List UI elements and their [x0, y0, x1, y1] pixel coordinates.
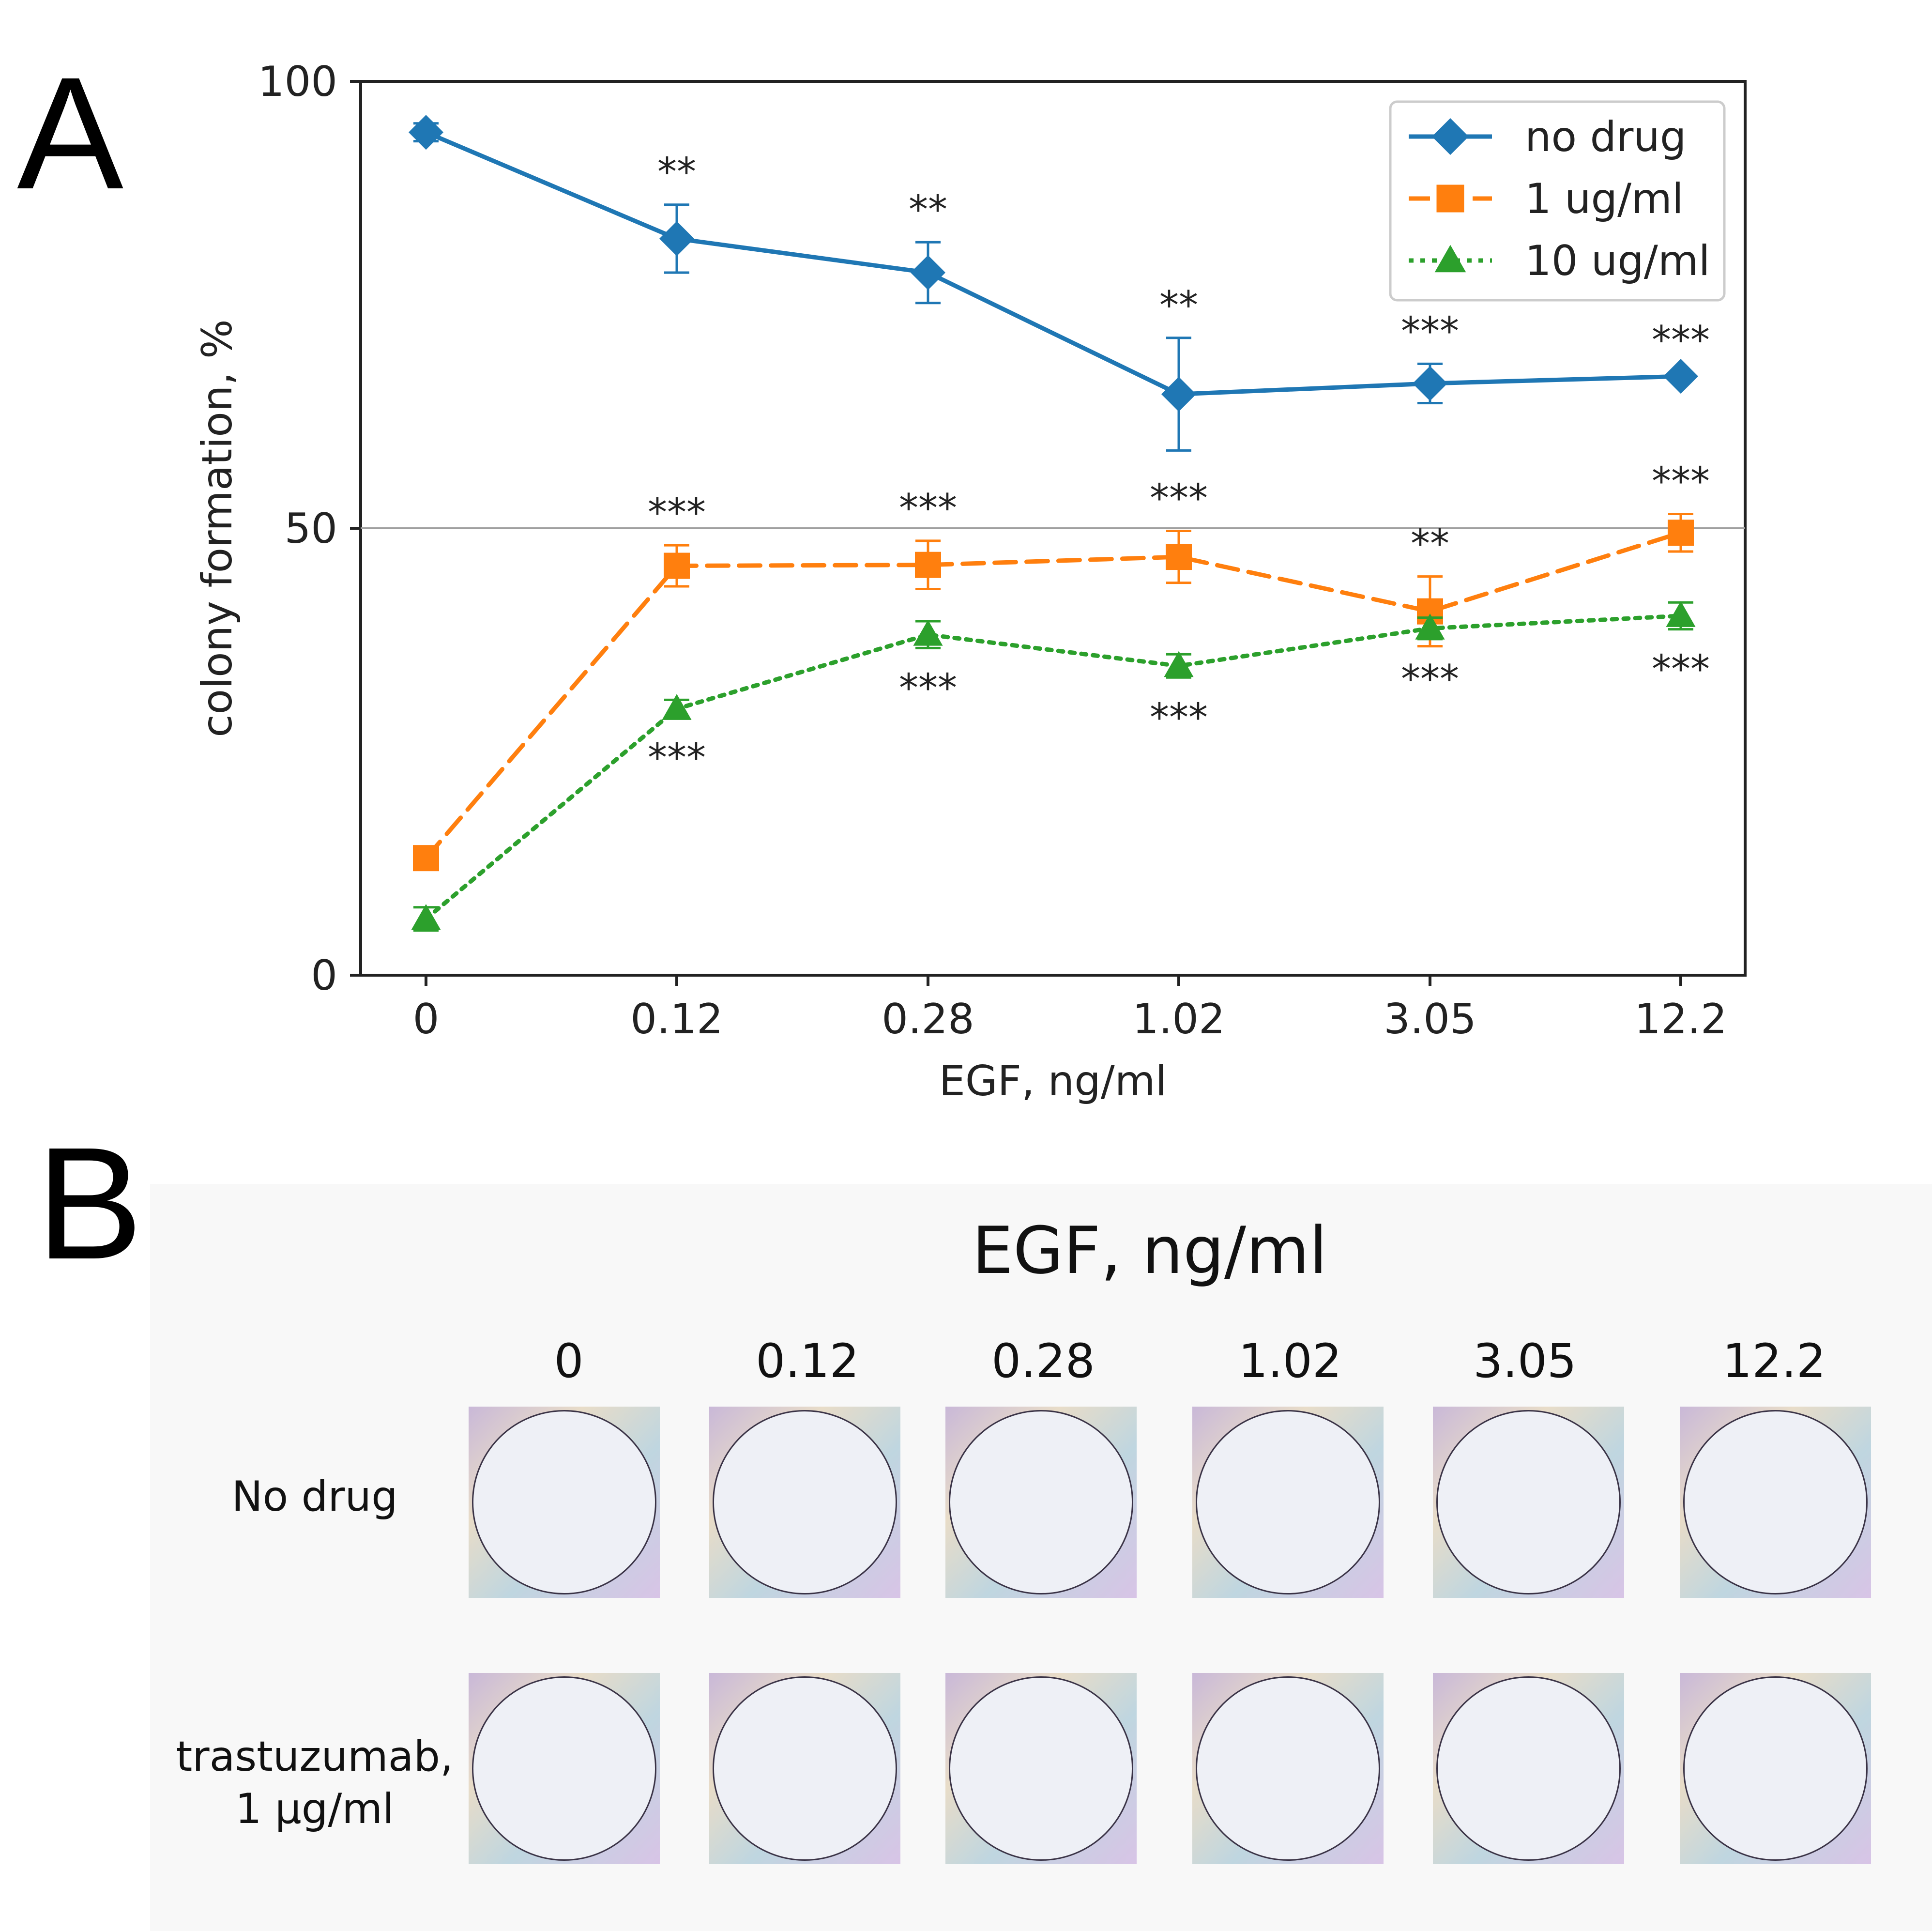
data-point	[915, 552, 941, 578]
significance-label: **	[657, 150, 696, 195]
data-point	[662, 694, 692, 720]
data-point	[413, 845, 439, 872]
panel-label-b: B	[36, 1114, 143, 1292]
legend-marker	[1432, 118, 1469, 155]
data-point	[913, 620, 943, 646]
column-header: 0	[554, 1334, 584, 1388]
x-axis-label: EGF, ng/ml	[939, 1057, 1167, 1105]
series-no-drug: ********* ***	[409, 115, 1710, 452]
significance-label: ***	[899, 665, 957, 710]
row-label-line: trastuzumab,	[176, 1732, 454, 1781]
x-tick-label: 3.05	[1384, 995, 1476, 1043]
significance-label: ***	[899, 486, 957, 531]
data-point	[1166, 544, 1192, 570]
colony-well-image	[709, 1407, 900, 1598]
row-label-line: No drug	[231, 1472, 398, 1521]
data-point	[1415, 613, 1445, 640]
data-point	[664, 552, 690, 579]
data-point	[1413, 366, 1447, 401]
y-tick-label: 100	[258, 58, 337, 106]
legend-box	[1389, 100, 1726, 302]
significance-label: ***	[1652, 318, 1710, 363]
significance-label: **	[1411, 521, 1449, 567]
significance-label: ***	[1401, 657, 1459, 702]
colony-well-image	[945, 1407, 1137, 1598]
line-chart: 0 50 100 0 0.12 0.28 1.02 3.05 12.2 EGF, ng/ml col…	[193, 58, 1747, 1105]
significance-label: **	[1159, 283, 1198, 328]
series-1-ug-ml: *** *** ********	[413, 459, 1710, 872]
x-tick-label: 12.2	[1634, 995, 1727, 1043]
row-label-line: 1 µg/ml	[235, 1784, 394, 1833]
data-point	[659, 221, 694, 256]
x-tick-label: 0.28	[882, 995, 974, 1043]
column-header: 12.2	[1722, 1334, 1826, 1388]
legend: no drug 1 ug/ml 10 ug/ml	[1389, 100, 1726, 302]
data-point	[411, 904, 441, 930]
y-tick-label: 50	[285, 505, 337, 553]
colony-well-image	[1680, 1407, 1871, 1598]
colony-well-image	[1680, 1673, 1871, 1864]
significance-label: ***	[1401, 308, 1459, 353]
data-point	[409, 115, 443, 150]
column-header: 3.05	[1473, 1334, 1577, 1388]
panel-label-a: A	[17, 44, 124, 222]
column-header: 1.02	[1238, 1334, 1342, 1388]
legend-marker	[1436, 184, 1464, 213]
x-tick-label: 0.12	[630, 995, 723, 1043]
significance-label: ***	[1150, 695, 1208, 740]
row-label-no-drug: No drug	[160, 1471, 470, 1523]
data-point	[1666, 601, 1696, 627]
series-10-ug-ml: *** *** *** *** ***	[411, 601, 1710, 932]
y-tick-label: 0	[311, 951, 337, 1000]
x-tick-label: 0	[413, 995, 440, 1043]
data-point	[1164, 651, 1194, 677]
colony-well-image	[469, 1673, 660, 1864]
x-tick-label: 1.02	[1132, 995, 1225, 1043]
data-point	[1668, 520, 1694, 546]
colony-well-image	[1192, 1673, 1384, 1864]
colony-well-image	[1433, 1407, 1624, 1598]
data-point	[1663, 359, 1698, 394]
series-line	[424, 530, 1683, 860]
panel-b-title: EGF, ng/ml	[972, 1213, 1327, 1288]
legend-label: 10 ug/ml	[1525, 237, 1710, 285]
y-axis-label: colony formation, %	[193, 319, 242, 737]
significance-label: ***	[1150, 476, 1208, 521]
series-line	[424, 613, 1683, 921]
significance-label: **	[909, 187, 947, 232]
data-point	[911, 255, 945, 291]
row-label-trastuzumab: trastuzumab, 1 µg/ml	[160, 1731, 470, 1835]
colony-well-image	[709, 1673, 900, 1864]
colony-well-image	[469, 1407, 660, 1598]
series-line	[424, 130, 1683, 397]
colony-well-image	[1192, 1407, 1384, 1598]
significance-label: ***	[648, 735, 706, 780]
significance-label: ***	[1652, 647, 1710, 692]
significance-label: ***	[1652, 459, 1710, 504]
legend-label: 1 ug/ml	[1525, 175, 1684, 223]
column-header: 0.28	[991, 1334, 1095, 1388]
significance-label: ***	[648, 490, 706, 535]
colony-well-image	[945, 1673, 1137, 1864]
column-header: 0.12	[756, 1334, 859, 1388]
legend-marker	[1434, 245, 1466, 273]
colony-well-image	[1433, 1673, 1624, 1864]
data-point	[1161, 377, 1196, 412]
legend-label: no drug	[1525, 113, 1687, 161]
